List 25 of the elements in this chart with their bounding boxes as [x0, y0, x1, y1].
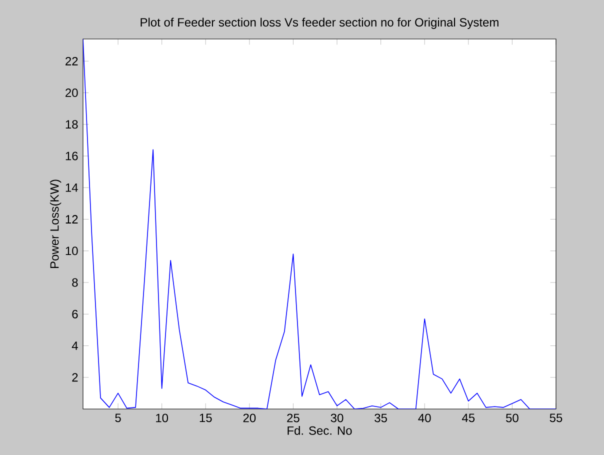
y-tick-label: 20	[66, 88, 78, 98]
y-tick-label: 22	[66, 56, 78, 66]
x-tick-label: 15	[200, 414, 212, 422]
x-tick-label: 55	[550, 414, 562, 422]
y-tick-label: 4	[72, 342, 78, 350]
y-tick-label: 8	[72, 278, 78, 287]
y-axis-title: Power Loss(KW)	[50, 180, 62, 268]
y-tick-label: 18	[66, 120, 78, 129]
y-tick-label: 12	[66, 215, 78, 224]
y-tick-label: 14	[66, 184, 78, 192]
x-tick-label: 50	[506, 414, 518, 422]
chart-title: Plot of Feeder section loss Vs feeder section no for Original System	[140, 18, 498, 29]
y-tick-label: 10	[66, 246, 78, 256]
x-tick-label: 35	[374, 414, 387, 422]
x-tick-label: 45	[462, 414, 475, 422]
y-tick-label: 2	[72, 373, 78, 382]
x-axis-title: Fd. Sec. No	[288, 426, 352, 435]
x-tick-label: 10	[156, 414, 168, 422]
y-tick-label: 6	[72, 310, 78, 318]
x-tick-label: 25	[287, 414, 300, 422]
y-tick-label: 16	[66, 152, 78, 160]
x-tick-label: 30	[330, 414, 344, 422]
x-tick-label: 20	[243, 414, 256, 422]
x-tick-label: 5	[115, 414, 121, 422]
x-tick-label: 40	[418, 414, 431, 422]
